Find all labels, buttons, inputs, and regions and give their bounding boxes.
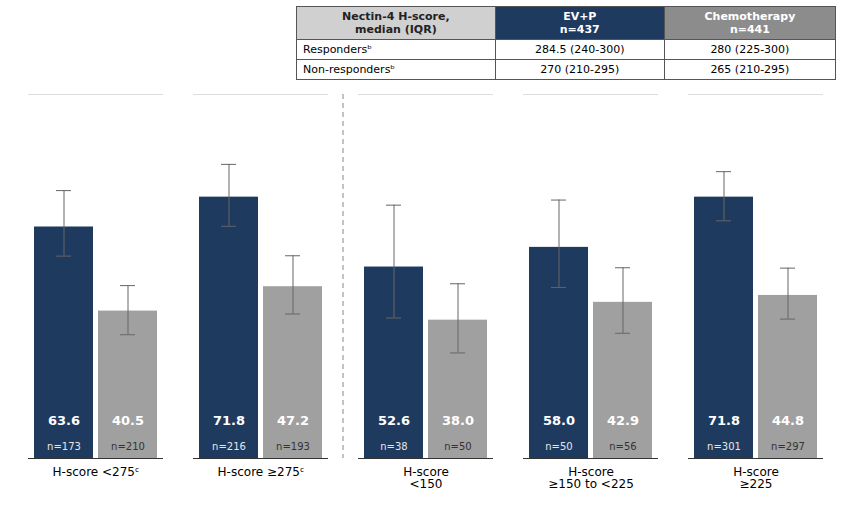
html-text:Non-respondersᵇ: Non-respondersᵇ [303, 63, 396, 76]
svg-text:n=216: n=216 [212, 441, 246, 452]
html-text:EV+P n=437: EV+P n=437 [559, 10, 600, 36]
svg-text:40.5: 40.5 [112, 413, 144, 428]
svg-text:71.8: 71.8 [708, 413, 740, 428]
html-text:284.5 (240-300): 284.5 (240-300) [535, 43, 625, 56]
svg-text:n=297: n=297 [771, 441, 805, 452]
svg-text:47.2: 47.2 [277, 413, 309, 428]
svg-text:n=173: n=173 [47, 441, 81, 452]
svg-text:H-score≥150 to <225: H-score≥150 to <225 [548, 465, 634, 491]
html-text:265 (210-295): 265 (210-295) [710, 63, 790, 76]
html-text:270 (210-295): 270 (210-295) [540, 63, 620, 76]
html-text:Chemotherapy n=441: Chemotherapy n=441 [704, 10, 796, 36]
svg-text:58.0: 58.0 [543, 413, 575, 428]
svg-text:n=56: n=56 [609, 441, 636, 452]
svg-text:n=38: n=38 [380, 441, 407, 452]
svg-text:42.9: 42.9 [607, 413, 639, 428]
svg-text:63.6: 63.6 [48, 413, 80, 428]
svg-text:H-score≥225: H-score≥225 [733, 465, 779, 491]
svg-text:H-score<150: H-score<150 [403, 465, 449, 491]
svg-text:H-score <275ᶜ: H-score <275ᶜ [53, 465, 140, 479]
svg-text:52.6: 52.6 [378, 413, 410, 428]
svg-text:n=50: n=50 [444, 441, 471, 452]
svg-text:n=210: n=210 [111, 441, 145, 452]
svg-text:H-score ≥275ᶜ: H-score ≥275ᶜ [218, 465, 305, 479]
html-text:Respondersᵇ: Respondersᵇ [303, 43, 372, 56]
svg-text:n=193: n=193 [276, 441, 310, 452]
html-text:Nectin-4 H-score, median (IQR): Nectin-4 H-score, median (IQR) [342, 10, 450, 36]
svg-text:n=301: n=301 [707, 441, 741, 452]
svg-text:38.0: 38.0 [442, 413, 474, 428]
svg-text:n=50: n=50 [545, 441, 572, 452]
svg-text:44.8: 44.8 [772, 413, 804, 428]
svg-text:71.8: 71.8 [213, 413, 245, 428]
html-text:280 (225-300): 280 (225-300) [710, 43, 790, 56]
